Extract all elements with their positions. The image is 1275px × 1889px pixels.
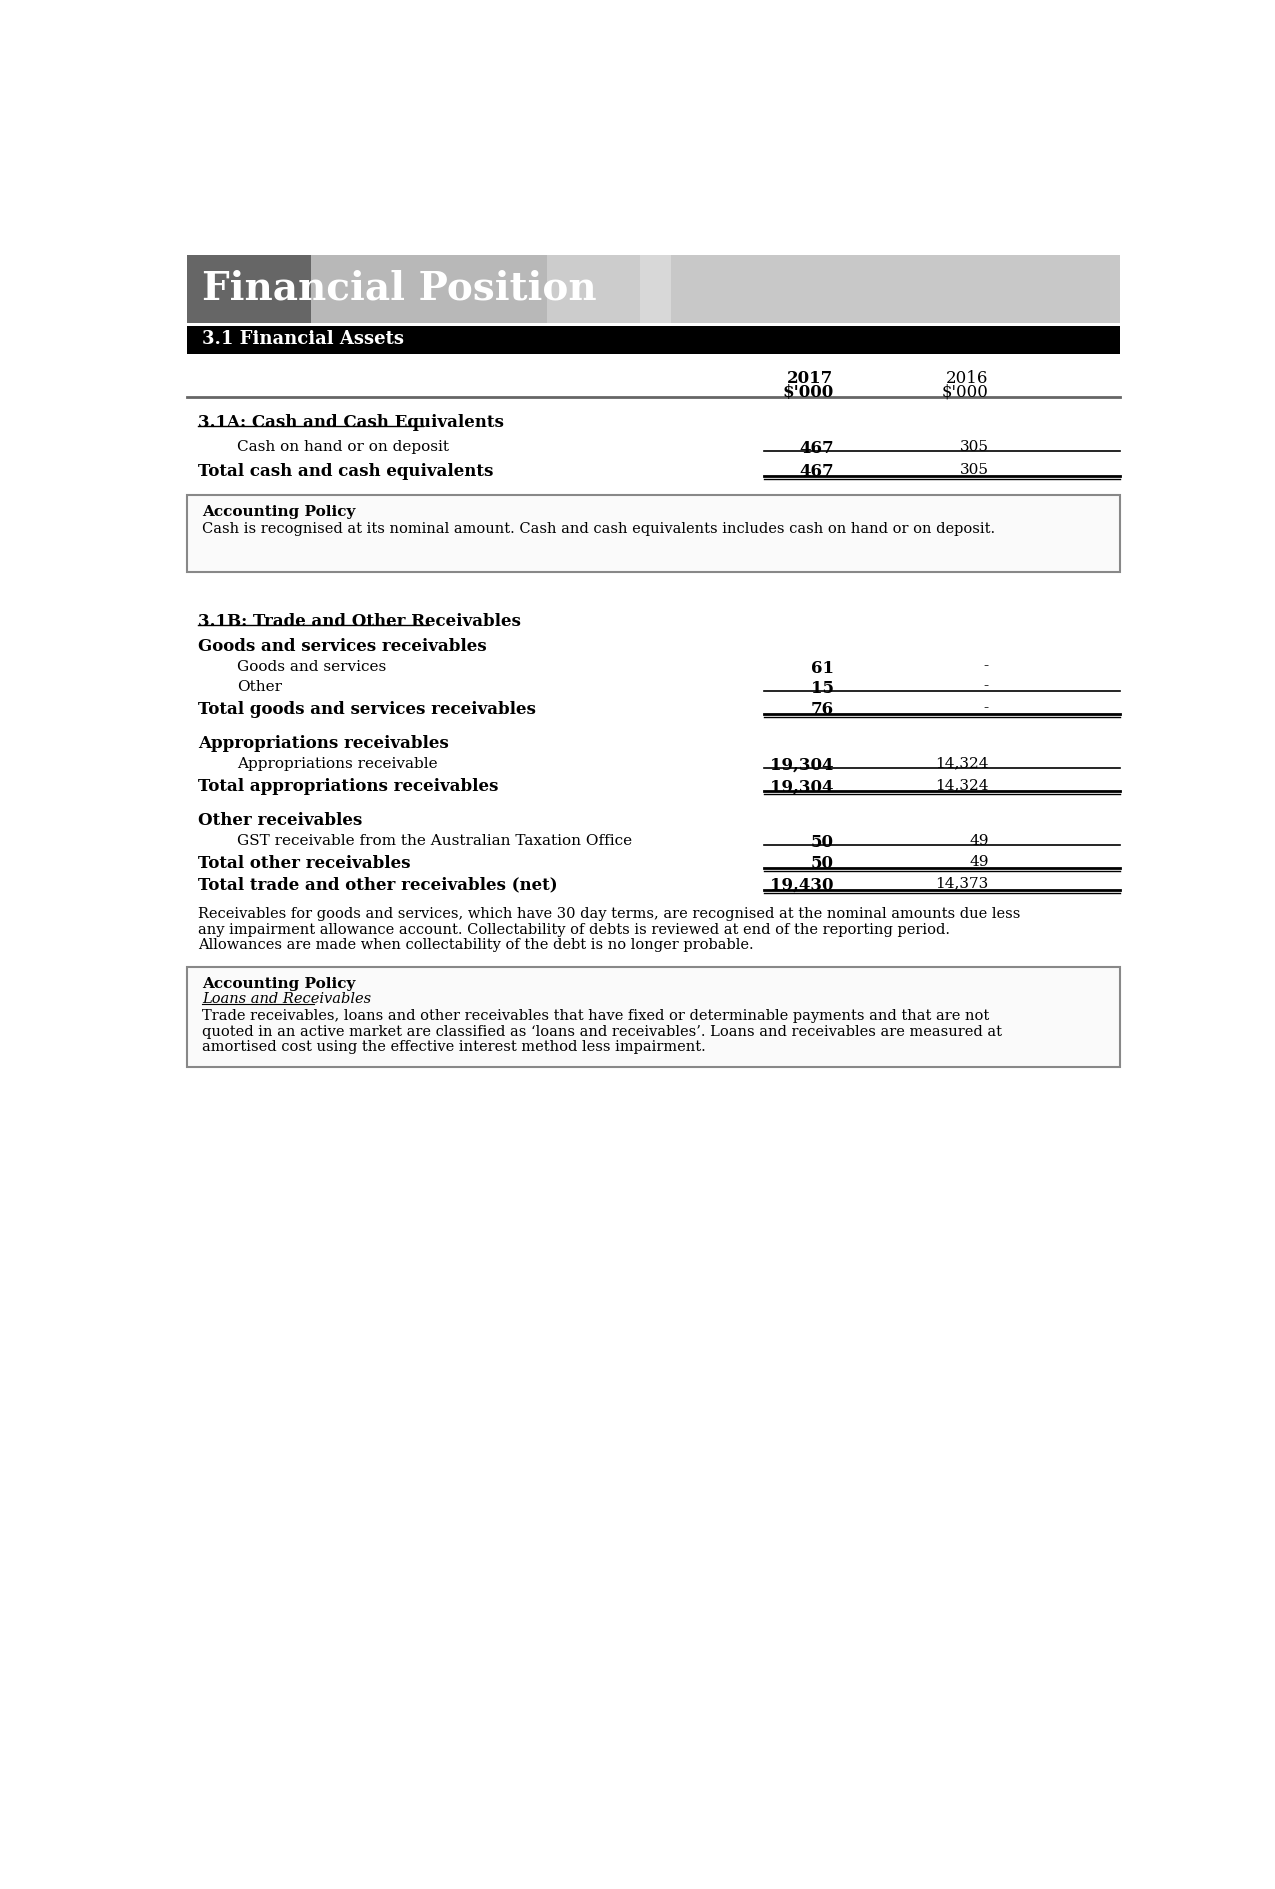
Text: 19,430: 19,430 xyxy=(770,876,834,893)
Text: Total goods and services receivables: Total goods and services receivables xyxy=(198,701,536,718)
Text: GST receivable from the Australian Taxation Office: GST receivable from the Australian Taxat… xyxy=(237,833,632,846)
Text: 19,304: 19,304 xyxy=(770,756,834,773)
Text: 14,324: 14,324 xyxy=(935,756,988,771)
Text: $'000: $'000 xyxy=(783,383,834,400)
Text: 61: 61 xyxy=(811,659,834,676)
Text: Receivables for goods and services, which have 30 day terms, are recognised at t: Receivables for goods and services, whic… xyxy=(198,907,1020,922)
Text: 305: 305 xyxy=(960,440,988,453)
Text: 76: 76 xyxy=(811,701,834,718)
Text: Loans and Receivables: Loans and Receivables xyxy=(201,992,371,1005)
Bar xyxy=(186,255,311,323)
Text: 3.1A: Cash and Cash Equivalents: 3.1A: Cash and Cash Equivalents xyxy=(198,414,504,431)
Text: 50: 50 xyxy=(811,854,834,871)
Text: Other: Other xyxy=(237,680,282,693)
Text: Total other receivables: Total other receivables xyxy=(198,854,411,871)
Text: Other receivables: Other receivables xyxy=(198,812,362,829)
Bar xyxy=(671,255,1121,323)
Text: -: - xyxy=(983,680,988,693)
Text: 467: 467 xyxy=(799,440,834,457)
Text: 305: 305 xyxy=(960,463,988,476)
Text: 19,304: 19,304 xyxy=(770,778,834,795)
Text: Accounting Policy: Accounting Policy xyxy=(201,977,356,990)
Bar xyxy=(311,255,1121,323)
Text: 49: 49 xyxy=(969,833,988,846)
Text: 2016: 2016 xyxy=(946,370,988,387)
Text: 15: 15 xyxy=(811,680,834,697)
Text: Goods and services receivables: Goods and services receivables xyxy=(198,638,487,655)
Text: 467: 467 xyxy=(799,463,834,480)
Text: Accounting Policy: Accounting Policy xyxy=(201,504,356,518)
Text: Financial Position: Financial Position xyxy=(201,268,597,308)
Bar xyxy=(640,255,671,323)
Text: quoted in an active market are classified as ‘loans and receivables’. Loans and : quoted in an active market are classifie… xyxy=(201,1024,1002,1037)
Bar xyxy=(186,967,1121,1067)
Text: 3.1 Financial Assets: 3.1 Financial Assets xyxy=(201,331,404,348)
Text: Goods and services: Goods and services xyxy=(237,659,386,672)
Text: Appropriations receivables: Appropriations receivables xyxy=(198,735,449,752)
Text: 50: 50 xyxy=(811,833,834,850)
Text: 3.1B: Trade and Other Receivables: 3.1B: Trade and Other Receivables xyxy=(198,614,521,631)
Text: Cash is recognised at its nominal amount. Cash and cash equivalents includes cas: Cash is recognised at its nominal amount… xyxy=(201,521,994,535)
Text: Trade receivables, loans and other receivables that have fixed or determinable p: Trade receivables, loans and other recei… xyxy=(201,1009,989,1022)
Text: any impairment allowance account. Collectability of debts is reviewed at end of : any impairment allowance account. Collec… xyxy=(198,922,950,937)
Bar xyxy=(186,495,1121,572)
Bar xyxy=(186,327,1121,355)
Text: amortised cost using the effective interest method less impairment.: amortised cost using the effective inter… xyxy=(201,1039,706,1054)
Text: Total cash and cash equivalents: Total cash and cash equivalents xyxy=(198,463,493,480)
Text: 14,373: 14,373 xyxy=(936,876,988,890)
Text: Allowances are made when collectability of the debt is no longer probable.: Allowances are made when collectability … xyxy=(198,937,754,952)
Text: -: - xyxy=(983,701,988,714)
Text: Total appropriations receivables: Total appropriations receivables xyxy=(198,778,499,795)
Text: 2017: 2017 xyxy=(788,370,834,387)
Text: 14,324: 14,324 xyxy=(935,778,988,791)
Text: Cash on hand or on deposit: Cash on hand or on deposit xyxy=(237,440,449,453)
Text: $'000: $'000 xyxy=(942,383,988,400)
Text: Appropriations receivable: Appropriations receivable xyxy=(237,756,437,771)
Bar xyxy=(547,255,1121,323)
Text: Total trade and other receivables (net): Total trade and other receivables (net) xyxy=(198,876,557,893)
Text: 49: 49 xyxy=(969,854,988,869)
Text: -: - xyxy=(983,659,988,672)
